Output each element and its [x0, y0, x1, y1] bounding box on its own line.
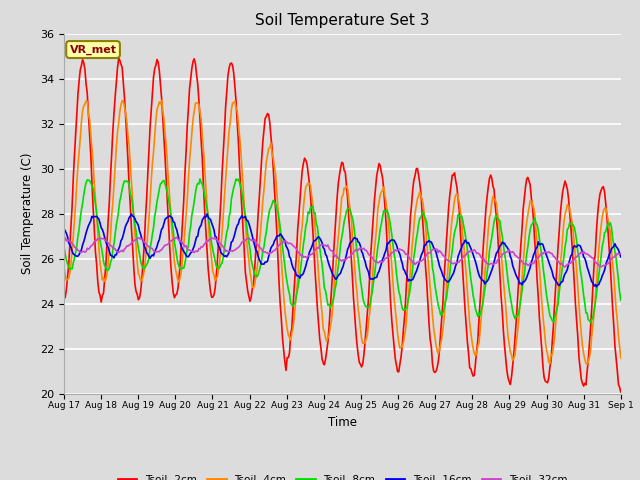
- Tsoil -16cm: [373, 275, 381, 280]
- Tsoil -16cm: [617, 254, 625, 260]
- Y-axis label: Soil Temperature (C): Soil Temperature (C): [22, 153, 35, 275]
- Tsoil -32cm: [173, 234, 180, 240]
- Tsoil -32cm: [373, 259, 381, 264]
- Tsoil -4cm: [60, 264, 68, 270]
- Legend: Tsoil -2cm, Tsoil -4cm, Tsoil -8cm, Tsoil -16cm, Tsoil -32cm: Tsoil -2cm, Tsoil -4cm, Tsoil -8cm, Tsoi…: [113, 471, 572, 480]
- Line: Tsoil -32cm: Tsoil -32cm: [64, 237, 621, 267]
- Tsoil -16cm: [470, 255, 478, 261]
- Tsoil -32cm: [568, 258, 576, 264]
- Tsoil -8cm: [567, 221, 575, 227]
- Tsoil -32cm: [60, 235, 68, 240]
- Tsoil -8cm: [587, 320, 595, 326]
- Tsoil -16cm: [593, 284, 600, 290]
- Tsoil -8cm: [470, 299, 478, 304]
- Tsoil -4cm: [296, 245, 304, 251]
- Line: Tsoil -2cm: Tsoil -2cm: [64, 59, 621, 392]
- Tsoil -4cm: [158, 97, 166, 103]
- Tsoil -2cm: [60, 293, 68, 299]
- Tsoil -32cm: [296, 251, 304, 257]
- Tsoil -32cm: [399, 248, 407, 253]
- Line: Tsoil -8cm: Tsoil -8cm: [64, 179, 621, 323]
- X-axis label: Time: Time: [328, 416, 357, 429]
- Tsoil -32cm: [561, 264, 569, 270]
- Tsoil -2cm: [399, 326, 407, 332]
- Tsoil -4cm: [470, 350, 478, 356]
- Tsoil -4cm: [583, 361, 591, 367]
- Text: VR_met: VR_met: [70, 44, 116, 55]
- Tsoil -2cm: [617, 389, 625, 395]
- Tsoil -16cm: [399, 266, 407, 272]
- Tsoil -16cm: [296, 275, 304, 281]
- Tsoil -2cm: [373, 173, 381, 179]
- Tsoil -2cm: [234, 138, 242, 144]
- Tsoil -2cm: [470, 372, 478, 378]
- Tsoil -8cm: [617, 297, 625, 303]
- Tsoil -16cm: [234, 221, 242, 227]
- Tsoil -4cm: [567, 213, 575, 218]
- Tsoil -2cm: [296, 196, 304, 202]
- Tsoil -8cm: [60, 244, 68, 250]
- Tsoil -4cm: [617, 355, 625, 361]
- Tsoil -16cm: [203, 211, 211, 217]
- Tsoil -8cm: [399, 307, 407, 313]
- Tsoil -2cm: [115, 56, 122, 61]
- Tsoil -4cm: [399, 340, 407, 346]
- Tsoil -8cm: [196, 176, 204, 182]
- Tsoil -4cm: [373, 224, 381, 229]
- Tsoil -4cm: [234, 121, 242, 127]
- Tsoil -16cm: [60, 226, 68, 231]
- Title: Soil Temperature Set 3: Soil Temperature Set 3: [255, 13, 429, 28]
- Tsoil -8cm: [234, 177, 242, 182]
- Line: Tsoil -16cm: Tsoil -16cm: [64, 214, 621, 287]
- Tsoil -16cm: [567, 253, 575, 259]
- Line: Tsoil -4cm: Tsoil -4cm: [64, 100, 621, 364]
- Tsoil -32cm: [234, 245, 242, 251]
- Tsoil -8cm: [296, 271, 304, 277]
- Tsoil -32cm: [617, 251, 625, 256]
- Tsoil -32cm: [470, 247, 478, 252]
- Tsoil -2cm: [567, 223, 575, 228]
- Tsoil -8cm: [373, 253, 381, 259]
